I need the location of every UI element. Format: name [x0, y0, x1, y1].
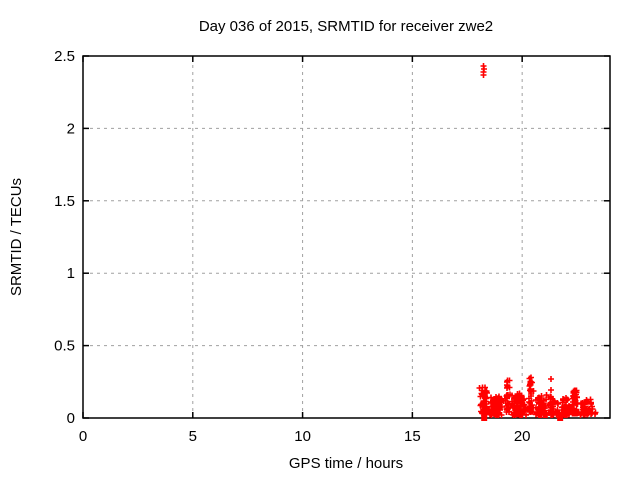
data-point-square	[557, 415, 564, 421]
y-tick-label: 0.5	[54, 338, 75, 355]
x-tick-label: 0	[79, 428, 87, 445]
x-tick-label: 10	[294, 428, 311, 445]
y-tick-label: 1	[67, 265, 75, 282]
grid-layer	[83, 56, 610, 418]
data-point-square	[481, 415, 488, 421]
y-tick-label: 0	[67, 410, 75, 427]
data-points-plus	[476, 63, 599, 418]
data-layer: 0 5 10 15 20 0 0.5 1 1.5 2 2.5	[54, 48, 610, 445]
chart-title: Day 036 of 2015, SRMTID for receiver zwe…	[199, 18, 493, 35]
plot-border	[82, 55, 611, 419]
y-tick-label: 2.5	[54, 48, 75, 65]
y-tick-label: 1.5	[54, 193, 75, 210]
x-tick-label: 20	[514, 428, 531, 445]
y-axis-label: SRMTID / TECUs	[8, 178, 25, 296]
x-tick-label: 15	[404, 428, 421, 445]
x-axis-label: GPS time / hours	[289, 455, 403, 472]
x-tick-label: 5	[189, 428, 197, 445]
y-tick-label: 2	[67, 120, 75, 137]
